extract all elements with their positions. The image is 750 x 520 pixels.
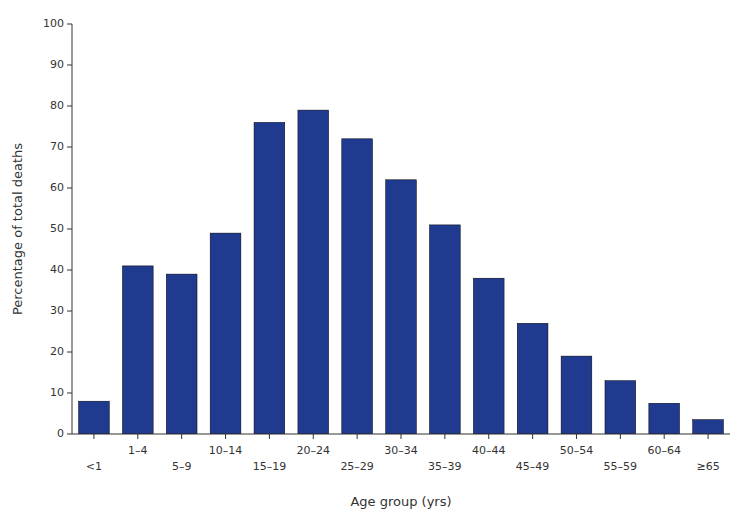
y-tick-label: 60 bbox=[50, 181, 64, 194]
x-tick-label: 30–34 bbox=[384, 444, 418, 457]
x-tick bbox=[708, 434, 709, 439]
x-tick-label: 25–29 bbox=[340, 460, 374, 473]
x-tick-label: 1–4 bbox=[128, 444, 148, 457]
x-tick bbox=[269, 434, 270, 439]
bar bbox=[649, 403, 680, 434]
x-tick-label: 20–24 bbox=[297, 444, 331, 457]
x-tick bbox=[444, 434, 445, 439]
x-tick bbox=[137, 434, 138, 439]
y-tick-label: 40 bbox=[50, 263, 64, 276]
bar bbox=[342, 139, 373, 434]
x-tick-label: 40–44 bbox=[472, 444, 506, 457]
y-tick bbox=[67, 311, 72, 312]
y-tick bbox=[67, 229, 72, 230]
x-tick bbox=[93, 434, 94, 439]
bar bbox=[210, 233, 241, 434]
y-tick-label: 70 bbox=[50, 140, 64, 153]
x-tick bbox=[401, 434, 402, 439]
y-tick bbox=[67, 106, 72, 107]
x-tick-label: 60–64 bbox=[647, 444, 681, 457]
x-tick-label: 35–39 bbox=[428, 460, 462, 473]
x-tick bbox=[664, 434, 665, 439]
bar bbox=[298, 110, 329, 434]
x-tick bbox=[488, 434, 489, 439]
y-tick bbox=[67, 434, 72, 435]
bar bbox=[386, 180, 417, 434]
x-tick bbox=[576, 434, 577, 439]
y-tick-label: 80 bbox=[50, 99, 64, 112]
axes: 0 10 20 30 40 50 60 70 80 90 100 <1 1–4 5–9 10–14 15–19… bbox=[43, 17, 730, 473]
x-axis-label: Age group (yrs) bbox=[350, 494, 451, 509]
y-tick bbox=[67, 147, 72, 148]
x-tick bbox=[181, 434, 182, 439]
y-tick bbox=[67, 65, 72, 66]
x-tick-label: 55–59 bbox=[604, 460, 638, 473]
y-tick bbox=[67, 188, 72, 189]
y-tick-label: 30 bbox=[50, 304, 64, 317]
x-tick-label: 50–54 bbox=[560, 444, 594, 457]
y-tick-label: 90 bbox=[50, 58, 64, 71]
bar bbox=[430, 225, 461, 434]
plot-area bbox=[79, 110, 724, 434]
chart-container: 0 10 20 30 40 50 60 70 80 90 100 <1 1–4 5–9 10–14 15–19… bbox=[0, 0, 750, 520]
y-tick bbox=[67, 270, 72, 271]
y-tick bbox=[67, 352, 72, 353]
y-tick-label: 20 bbox=[50, 345, 64, 358]
x-tick bbox=[620, 434, 621, 439]
chart-svg: 0 10 20 30 40 50 60 70 80 90 100 <1 1–4 5–9 10–14 15–19… bbox=[0, 0, 750, 520]
bar bbox=[79, 401, 110, 434]
bars bbox=[79, 110, 724, 434]
y-tick-label: 100 bbox=[43, 17, 64, 30]
y-tick bbox=[67, 24, 72, 25]
x-tick-label: 10–14 bbox=[209, 444, 243, 457]
bar bbox=[605, 381, 636, 434]
bar bbox=[166, 274, 197, 434]
x-tick-label: <1 bbox=[86, 460, 102, 473]
y-tick-label: 0 bbox=[57, 427, 64, 440]
y-tick-label: 10 bbox=[50, 386, 64, 399]
x-tick bbox=[225, 434, 226, 439]
bar bbox=[254, 122, 285, 434]
x-tick bbox=[532, 434, 533, 439]
bar bbox=[517, 323, 548, 434]
x-tick-label: ≥65 bbox=[696, 460, 719, 473]
bar bbox=[561, 356, 592, 434]
y-axis-label: Percentage of total deaths bbox=[10, 143, 25, 315]
x-tick bbox=[357, 434, 358, 439]
x-tick-label: 5–9 bbox=[172, 460, 192, 473]
x-tick bbox=[313, 434, 314, 439]
bar bbox=[693, 420, 724, 434]
bar bbox=[122, 266, 153, 434]
x-tick-label: 45–49 bbox=[516, 460, 550, 473]
y-tick bbox=[67, 393, 72, 394]
y-tick-label: 50 bbox=[50, 222, 64, 235]
x-tick-label: 15–19 bbox=[253, 460, 287, 473]
bar bbox=[473, 278, 504, 434]
